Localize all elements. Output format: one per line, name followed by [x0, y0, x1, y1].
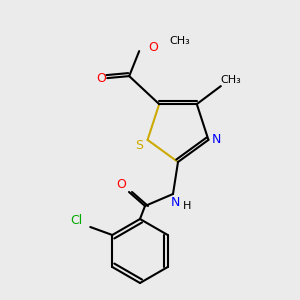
Text: O: O — [148, 40, 158, 54]
Text: N: N — [170, 196, 180, 208]
Text: N: N — [212, 134, 221, 146]
Text: CH₃: CH₃ — [169, 36, 190, 46]
Text: Cl: Cl — [70, 214, 82, 227]
Text: O: O — [96, 72, 106, 85]
Text: S: S — [136, 140, 144, 152]
Text: H: H — [183, 201, 191, 211]
Text: O: O — [116, 178, 126, 190]
Text: CH₃: CH₃ — [220, 75, 241, 85]
